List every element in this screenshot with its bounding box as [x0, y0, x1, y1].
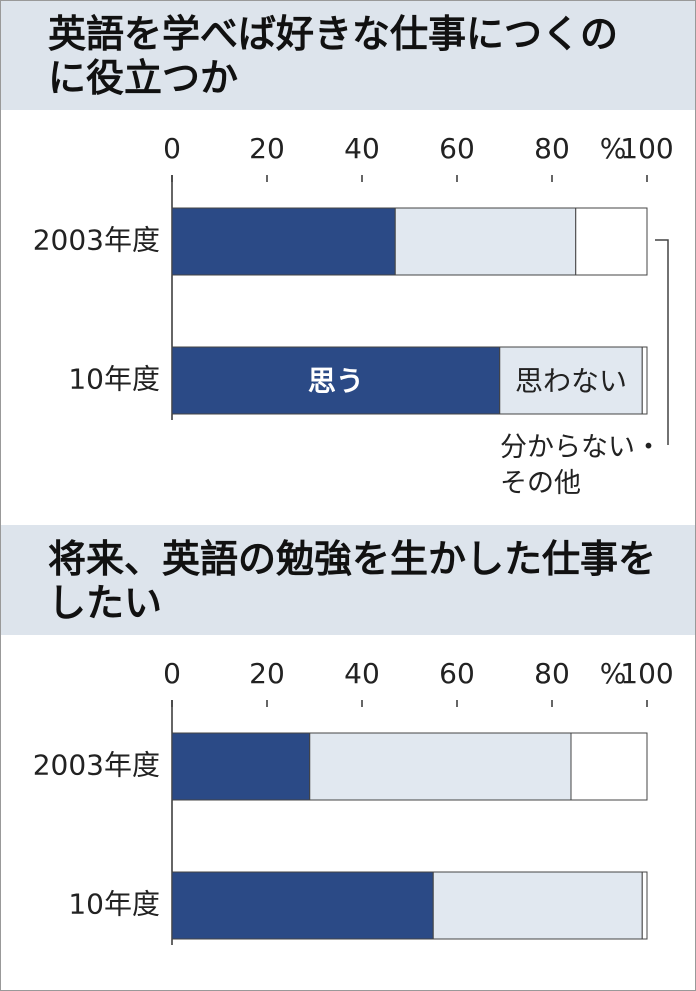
- category-label: 2003年度: [33, 749, 160, 782]
- x-tick-label: 0: [163, 132, 181, 165]
- title-band: [0, 525, 696, 635]
- legend-note: 分からない・その他: [500, 432, 662, 499]
- bar-segment: [171, 732, 311, 801]
- x-tick-label: 100: [620, 132, 673, 165]
- x-tick-label: 100: [620, 657, 673, 690]
- bar-segment: [171, 871, 434, 940]
- bar-segment: [570, 732, 648, 801]
- x-tick-label: 80: [534, 132, 570, 165]
- x-tick-label: 0: [163, 657, 181, 690]
- x-tick-label: 40: [344, 132, 380, 165]
- bar-segment: [641, 871, 648, 940]
- segment-label: 思わない: [515, 365, 627, 398]
- chart-title: 将来、英語の勉強を生かした仕事をしたい: [48, 537, 657, 625]
- x-tick-label: 80: [534, 657, 570, 690]
- bar-segment: [432, 871, 643, 940]
- unit-label: %: [600, 132, 627, 165]
- x-tick-label: 20: [249, 657, 285, 690]
- leader-line: [655, 239, 669, 445]
- bar-segment: [171, 346, 501, 415]
- title-band: [0, 0, 696, 110]
- bar-segment: [309, 732, 572, 801]
- unit-label: %: [600, 657, 627, 690]
- category-label: 10年度: [68, 888, 160, 921]
- bar-segment: [394, 207, 577, 276]
- bar-segment: [499, 346, 643, 415]
- x-tick-label: 20: [249, 132, 285, 165]
- chart-title: 英語を学べば好きな仕事につくのに役立つか: [48, 12, 619, 100]
- bar-segment: [575, 207, 648, 276]
- x-tick-label: 60: [439, 657, 475, 690]
- segment-label: 思う: [308, 365, 364, 398]
- category-label: 2003年度: [33, 224, 160, 257]
- bar-segment: [641, 346, 648, 415]
- category-label: 10年度: [68, 363, 160, 396]
- x-tick-label: 60: [439, 132, 475, 165]
- x-tick-label: 40: [344, 657, 380, 690]
- bar-segment: [171, 207, 396, 276]
